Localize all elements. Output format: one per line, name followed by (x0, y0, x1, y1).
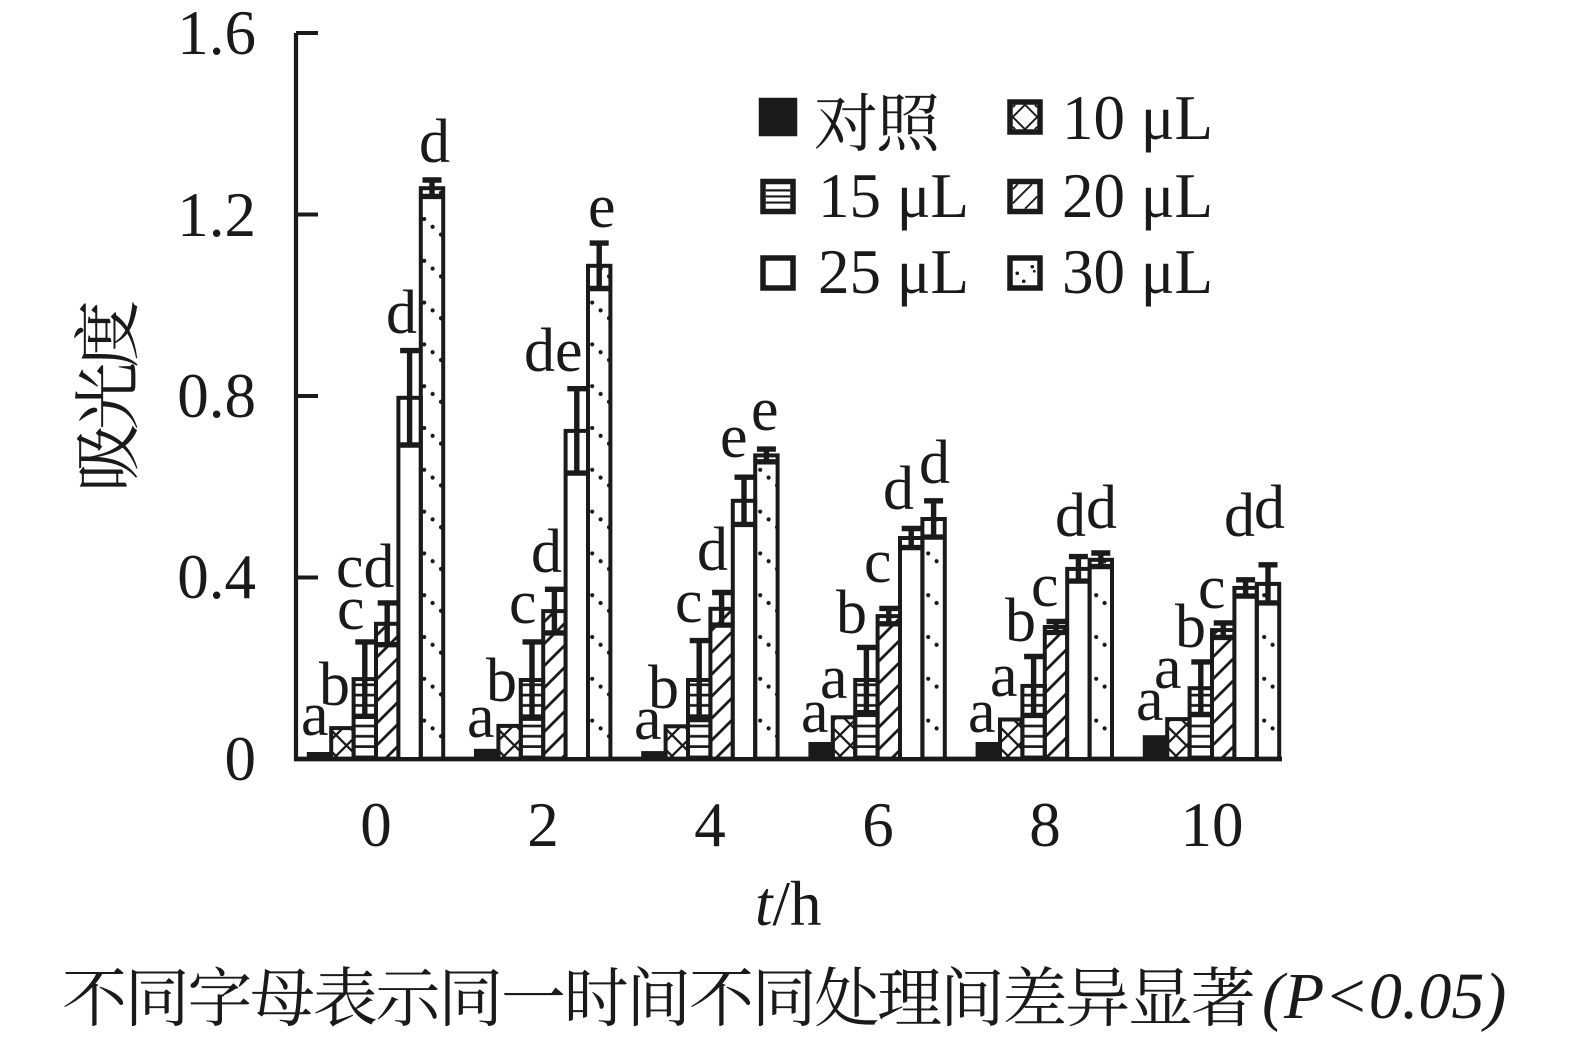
svg-text:b: b (836, 579, 867, 647)
svg-text:a: a (1136, 666, 1164, 734)
svg-text:a: a (467, 683, 495, 751)
svg-text:b: b (319, 651, 350, 719)
svg-text:6: 6 (862, 790, 894, 860)
svg-text:de: de (524, 317, 583, 385)
svg-text:0.4: 0.4 (177, 542, 256, 612)
svg-text:a: a (801, 678, 829, 746)
svg-text:cd: cd (336, 533, 395, 601)
svg-text:e: e (588, 173, 616, 241)
svg-text:b: b (1175, 593, 1206, 661)
svg-text:d: d (697, 516, 728, 584)
svg-text:d: d (1086, 474, 1117, 542)
svg-text:d: d (883, 455, 914, 523)
svg-text:e: e (720, 403, 748, 471)
svg-text:20 μL: 20 μL (1062, 161, 1213, 231)
svg-text:a: a (634, 685, 662, 753)
svg-text:b: b (1005, 587, 1036, 655)
svg-text:d: d (919, 429, 950, 497)
svg-text:d: d (419, 108, 450, 176)
svg-text:(P<0.05): (P<0.05) (1262, 960, 1506, 1033)
svg-text:e: e (751, 376, 779, 444)
svg-text:a: a (968, 678, 996, 746)
svg-text:d: d (386, 279, 417, 347)
svg-text:a: a (820, 644, 848, 712)
svg-text:30 μL: 30 μL (1062, 237, 1213, 307)
svg-text:d: d (1055, 482, 1086, 550)
svg-text:8: 8 (1029, 790, 1061, 860)
svg-text:0: 0 (360, 790, 392, 860)
svg-text:15 μL: 15 μL (818, 161, 969, 231)
svg-text:c: c (1198, 554, 1226, 622)
svg-text:a: a (990, 642, 1018, 710)
svg-text:c: c (675, 568, 703, 636)
svg-text:d: d (1254, 474, 1285, 542)
svg-text:1.6: 1.6 (177, 0, 256, 68)
svg-text:4: 4 (694, 790, 726, 860)
svg-text:25 μL: 25 μL (818, 237, 969, 307)
svg-text:b: b (486, 647, 517, 715)
svg-text:c: c (864, 528, 892, 596)
svg-text:t/h: t/h (755, 869, 822, 939)
svg-text:c: c (337, 575, 365, 643)
svg-text:b: b (648, 654, 679, 722)
svg-text:2: 2 (527, 790, 559, 860)
svg-text:10: 10 (1181, 790, 1244, 860)
svg-text:0.8: 0.8 (177, 361, 256, 431)
svg-text:d: d (531, 518, 562, 586)
svg-text:0: 0 (225, 724, 257, 794)
svg-text:a: a (1154, 634, 1182, 702)
svg-text:c: c (1031, 552, 1059, 620)
svg-text:a: a (301, 681, 329, 749)
svg-text:1.2: 1.2 (177, 180, 256, 250)
svg-text:c: c (509, 569, 537, 637)
svg-text:d: d (1224, 482, 1255, 550)
svg-text:10 μL: 10 μL (1062, 83, 1213, 153)
